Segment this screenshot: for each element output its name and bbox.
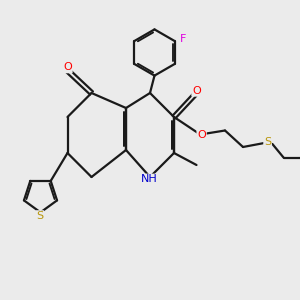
- Text: S: S: [264, 137, 271, 147]
- Text: O: O: [197, 130, 206, 140]
- Text: NH: NH: [141, 174, 158, 184]
- Text: O: O: [192, 86, 201, 96]
- Text: F: F: [180, 34, 187, 44]
- Text: S: S: [36, 211, 43, 221]
- Text: O: O: [63, 62, 72, 73]
